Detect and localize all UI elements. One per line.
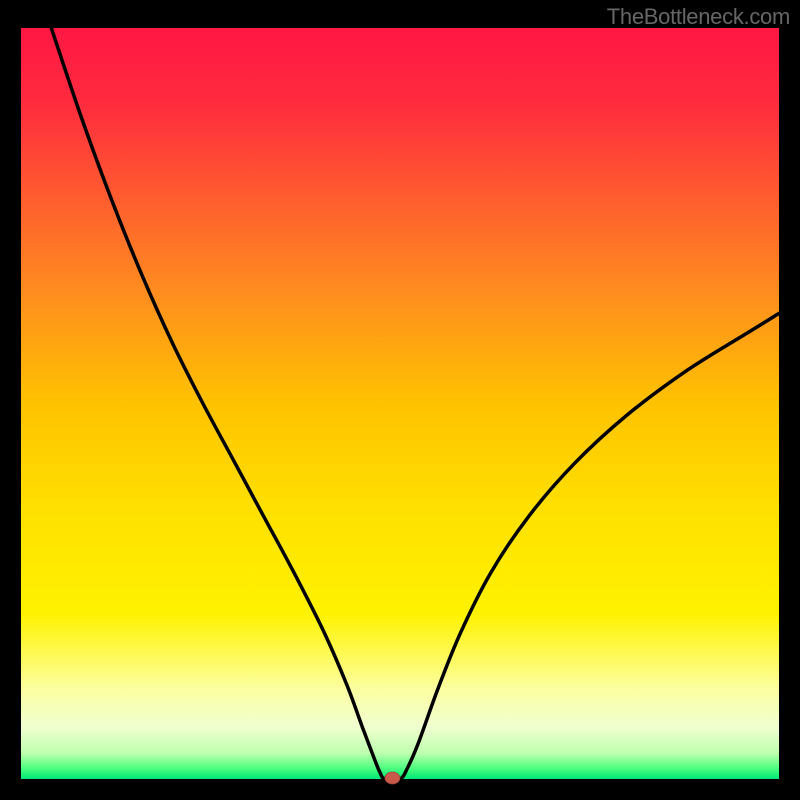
plot-background [21, 28, 779, 779]
bottleneck-chart [0, 0, 800, 800]
chart-container: TheBottleneck.com [0, 0, 800, 800]
watermark-text: TheBottleneck.com [607, 4, 790, 30]
optimum-marker [385, 772, 400, 784]
